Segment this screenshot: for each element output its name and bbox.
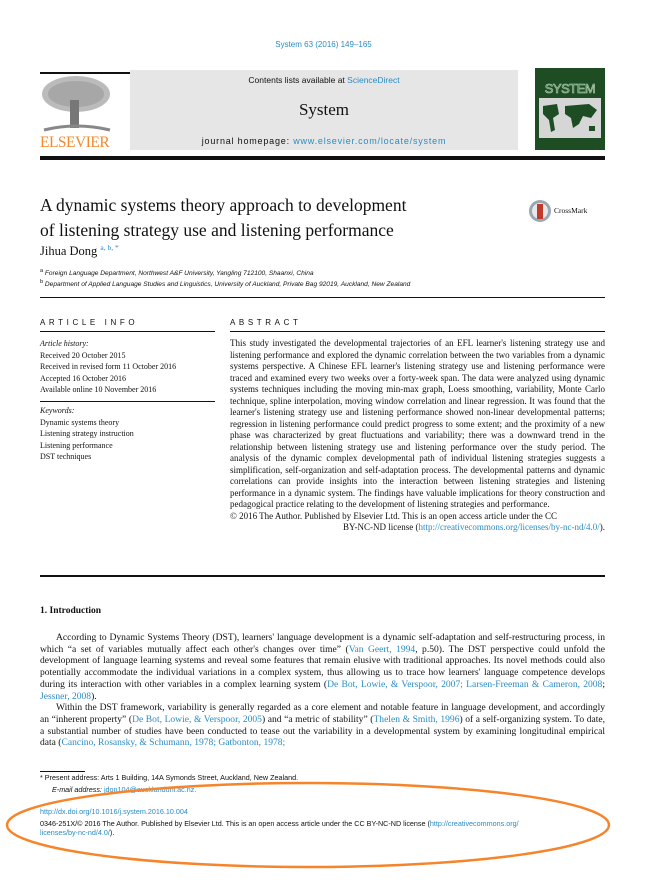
- keyword: Listening performance: [40, 440, 113, 450]
- affiliation-a: a Foreign Language Department, Northwest…: [40, 268, 314, 277]
- license-link[interactable]: http://creativecommons.org/licenses/by-n…: [418, 522, 600, 532]
- paragraph-text: Within the DST framework, variability is…: [40, 702, 605, 725]
- license-suffix: ).: [599, 522, 605, 532]
- journal-banner: Contents lists available at ScienceDirec…: [130, 70, 518, 150]
- affiliation-rule: [40, 297, 605, 299]
- affiliation-b: b Department of Applied Language Studies…: [40, 279, 410, 288]
- article-info-heading: ARTICLE INFO: [40, 318, 139, 327]
- author-affiliation-marks[interactable]: a, b, *: [100, 243, 119, 252]
- author-line: Jihua Dong a, b, *: [40, 243, 119, 259]
- email-link[interactable]: jdon104@aucklanduni.ac.nz.: [103, 785, 197, 794]
- citation-link[interactable]: Cancino, Rosansky, & Schumann, 1978; Gat…: [61, 737, 286, 749]
- footnote-rule: [40, 771, 85, 772]
- info-rule: [40, 331, 215, 333]
- history-accepted: Accepted 16 October 2016: [40, 373, 126, 383]
- keywords: Keywords: Dynamic systems theory Listeni…: [40, 405, 220, 463]
- article-history: Article history: Received 20 October 201…: [40, 338, 220, 396]
- header-thick-rule: [40, 156, 605, 160]
- title-line-2: of listening strategy use and listening …: [40, 220, 394, 240]
- footer-license-text: 0346-251X/© 2016 The Author. Published b…: [40, 819, 430, 828]
- contents-line: Contents lists available at ScienceDirec…: [130, 75, 518, 85]
- keyword: Dynamic systems theory: [40, 417, 120, 427]
- license-prefix: BY-NC-ND license (: [342, 522, 419, 532]
- abstract-rule: [230, 331, 605, 333]
- email-label: E-mail address:: [52, 785, 104, 794]
- affiliation-mark: a: [40, 268, 44, 274]
- abstract-copyright: © 2016 The Author. Published by Elsevier…: [230, 510, 557, 521]
- crossmark-badge[interactable]: CrossMark: [528, 199, 608, 223]
- citation-link[interactable]: De Bot, Lowie, & Verspoor, 2005: [132, 713, 262, 725]
- elsevier-tree-icon: [40, 74, 112, 132]
- footer-license: 0346-251X/© 2016 The Author. Published b…: [40, 819, 605, 837]
- footer-license-link[interactable]: http://creativecommons.org/: [429, 819, 519, 828]
- article-title: A dynamic systems theory approach to dev…: [40, 193, 510, 243]
- paragraph-text: ;: [602, 678, 605, 690]
- title-line-1: A dynamic systems theory approach to dev…: [40, 195, 407, 215]
- footer-license-link-cont[interactable]: licenses/by-nc-nd/4.0/: [40, 828, 110, 837]
- abstract-license: BY-NC-ND license (http://creativecommons…: [230, 522, 605, 534]
- keyword: Listening strategy instruction: [40, 429, 134, 439]
- paragraph-text: ) of a self-organizing system. To date, …: [40, 713, 605, 749]
- citation-link[interactable]: Jessner, 2008: [40, 690, 92, 702]
- contents-prefix: Contents lists available at: [248, 75, 348, 85]
- world-map-icon: [539, 98, 601, 138]
- citation-link[interactable]: Van Geert, 1994: [348, 643, 416, 655]
- history-online: Available online 10 November 2016: [40, 385, 157, 395]
- homepage-line: journal homepage: www.elsevier.com/locat…: [130, 136, 518, 146]
- history-received: Received 20 October 2015: [40, 350, 126, 360]
- homepage-link[interactable]: www.elsevier.com/locate/system: [293, 136, 447, 146]
- footnote-email: E-mail address: jdon104@aucklanduni.ac.n…: [52, 785, 196, 794]
- elsevier-wordmark: ELSEVIER: [40, 134, 110, 151]
- cover-title: SYSTEM: [544, 81, 596, 97]
- affiliation-mark: b: [40, 279, 44, 285]
- footer-license-suffix: ).: [109, 828, 115, 837]
- citation-link[interactable]: De Bot, Lowie, & Verspoor, 2007; Larsen-…: [327, 678, 603, 690]
- elsevier-logo: ELSEVIER: [40, 74, 112, 154]
- history-label: Article history:: [40, 339, 89, 348]
- keyword: DST techniques: [40, 452, 92, 462]
- introduction-body: According to Dynamic Systems Theory (DST…: [40, 632, 605, 749]
- intro-paragraph-1: According to Dynamic Systems Theory (DST…: [40, 632, 605, 702]
- paragraph-text: ).: [91, 690, 97, 702]
- crossmark-icon: [529, 200, 551, 222]
- affiliation-text: Department of Applied Language Studies a…: [44, 281, 411, 289]
- history-revised: Received in revised form 11 October 2016: [40, 362, 177, 372]
- abstract-text: This study investigated the developmenta…: [230, 338, 605, 509]
- footnote-present-address: * Present address: Arts 1 Building, 14A …: [40, 773, 299, 782]
- paragraph-text: According to Dynamic Systems Theory (DST…: [40, 632, 605, 655]
- abstract-bottom-rule: [40, 575, 605, 577]
- journal-citation[interactable]: System 63 (2016) 149–165: [275, 40, 372, 49]
- sciencedirect-link[interactable]: ScienceDirect: [347, 75, 400, 85]
- intro-paragraph-2: Within the DST framework, variability is…: [40, 702, 605, 749]
- abstract-heading: ABSTRACT: [230, 318, 302, 327]
- crossmark-label: CrossMark: [554, 206, 588, 215]
- journal-cover: SYSTEM: [535, 68, 605, 150]
- journal-name: System: [298, 100, 350, 119]
- paragraph-text: ) and “a metric of stability” (: [261, 713, 374, 725]
- author-name[interactable]: Jihua Dong: [40, 244, 98, 259]
- section-heading-introduction: 1. Introduction: [40, 606, 102, 616]
- citation-link[interactable]: Thelen & Smith, 1996: [373, 713, 460, 725]
- paragraph-text: , p.50). The DST perspective could unfol…: [40, 643, 605, 690]
- keywords-label: Keywords:: [40, 406, 75, 415]
- keywords-rule: [40, 401, 215, 402]
- abstract-body: This study investigated the developmenta…: [230, 338, 605, 534]
- doi-link[interactable]: http://dx.doi.org/10.1016/j.system.2016.…: [40, 807, 188, 816]
- homepage-prefix: journal homepage:: [201, 136, 294, 146]
- affiliation-text: Foreign Language Department, Northwest A…: [44, 270, 314, 278]
